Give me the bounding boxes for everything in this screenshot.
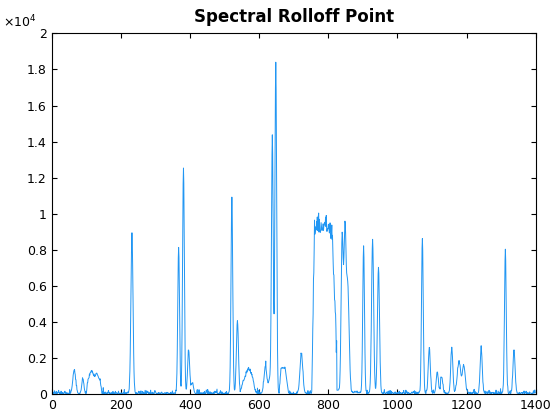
Text: $\times10^4$: $\times10^4$ [3, 13, 37, 30]
Title: Spectral Rolloff Point: Spectral Rolloff Point [194, 8, 394, 26]
